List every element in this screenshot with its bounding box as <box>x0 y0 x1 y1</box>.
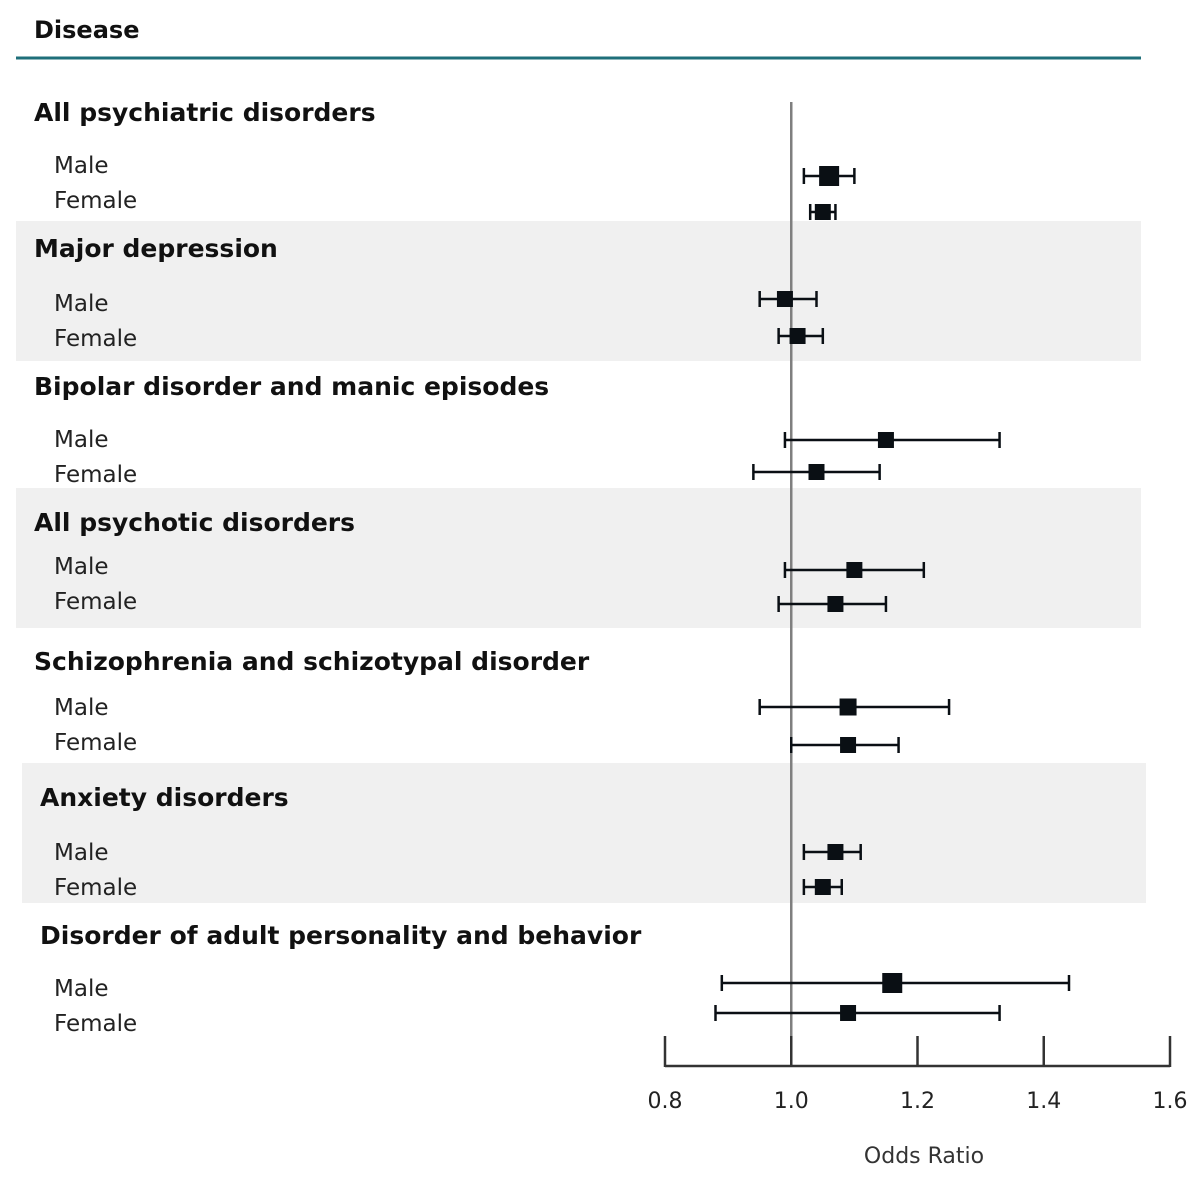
group-label: All psychiatric disorders <box>34 98 376 127</box>
estimate-marker <box>882 973 903 993</box>
row-bands <box>16 221 1146 903</box>
column-header: Disease <box>34 16 139 44</box>
group-label: Bipolar disorder and manic episodes <box>34 372 549 401</box>
estimate-marker <box>846 562 863 578</box>
row-label: Female <box>54 462 137 488</box>
estimate-marker <box>840 1005 857 1021</box>
estimate-marker <box>839 698 857 716</box>
estimate-marker <box>789 328 806 344</box>
x-tick-label: 1.0 <box>774 1089 809 1114</box>
estimate-marker <box>877 432 894 448</box>
row-band <box>22 763 1146 903</box>
group-label: Anxiety disorders <box>40 783 289 812</box>
x-tick-label: 1.6 <box>1153 1089 1188 1114</box>
estimate-marker <box>808 464 825 480</box>
row-label: Male <box>54 153 108 179</box>
x-axis-title: Odds Ratio <box>864 1144 984 1169</box>
row-label: Male <box>54 976 108 1002</box>
row-label: Female <box>54 875 137 901</box>
row-label: Male <box>54 427 108 453</box>
estimate-marks <box>714 166 1071 1021</box>
group-label: Major depression <box>34 234 278 263</box>
row-band <box>16 488 1141 628</box>
row-band <box>16 221 1141 361</box>
estimate-marker <box>819 166 840 186</box>
row-labels: All psychiatric disorders Male Female Major… <box>34 98 642 1037</box>
estimate-marker <box>827 844 844 860</box>
x-axis: 0.8 1.0 1.2 1.4 1.6 <box>648 1036 1188 1114</box>
group-label: Schizophrenia and schizotypal disorder <box>34 647 590 676</box>
estimate-marker <box>776 291 793 307</box>
x-tick-label: 0.8 <box>648 1089 683 1114</box>
row-label: Male <box>54 291 108 317</box>
estimate-marker <box>827 596 844 612</box>
group-label: Disorder of adult personality and behavi… <box>40 921 642 950</box>
row-label: Female <box>54 326 137 352</box>
row-label: Female <box>54 589 137 615</box>
row-label: Female <box>54 188 137 214</box>
group-label: All psychotic disorders <box>34 508 355 537</box>
estimate-marker <box>814 204 831 220</box>
estimate-marker <box>840 737 857 753</box>
row-label: Female <box>54 730 137 756</box>
row-label: Male <box>54 554 108 580</box>
row-label: Male <box>54 695 108 721</box>
row-label: Female <box>54 1011 137 1037</box>
x-tick-label: 1.4 <box>1026 1089 1061 1114</box>
estimate-marker <box>814 879 831 895</box>
row-label: Male <box>54 840 108 866</box>
x-tick-label: 1.2 <box>900 1089 935 1114</box>
